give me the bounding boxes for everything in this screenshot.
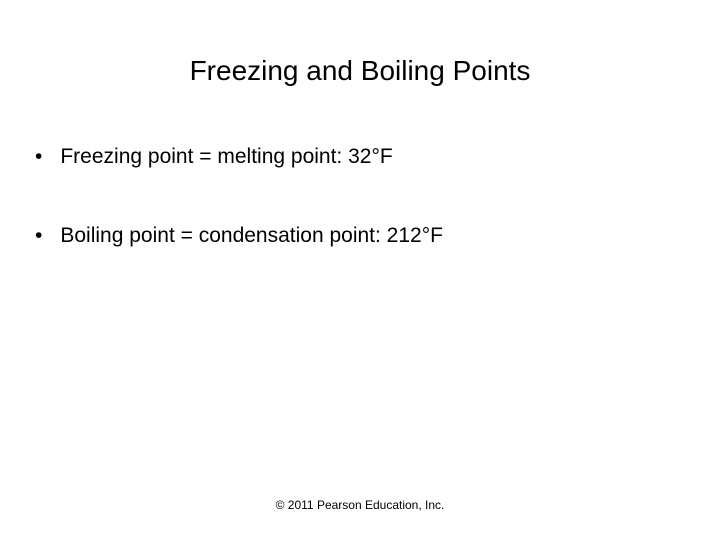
list-item: • Boiling point = condensation point: 21… (35, 221, 685, 250)
copyright-footer: © 2011 Pearson Education, Inc. (0, 498, 720, 512)
slide-content: • Freezing point = melting point: 32°F •… (0, 142, 720, 251)
slide-title: Freezing and Boiling Points (0, 55, 720, 87)
slide-container: Freezing and Boiling Points • Freezing p… (0, 0, 720, 540)
list-item: • Freezing point = melting point: 32°F (35, 142, 685, 171)
bullet-text: Boiling point = condensation point: 212°… (60, 221, 443, 250)
bullet-text: Freezing point = melting point: 32°F (60, 142, 392, 171)
bullet-marker: • (35, 142, 42, 171)
bullet-marker: • (35, 221, 42, 250)
